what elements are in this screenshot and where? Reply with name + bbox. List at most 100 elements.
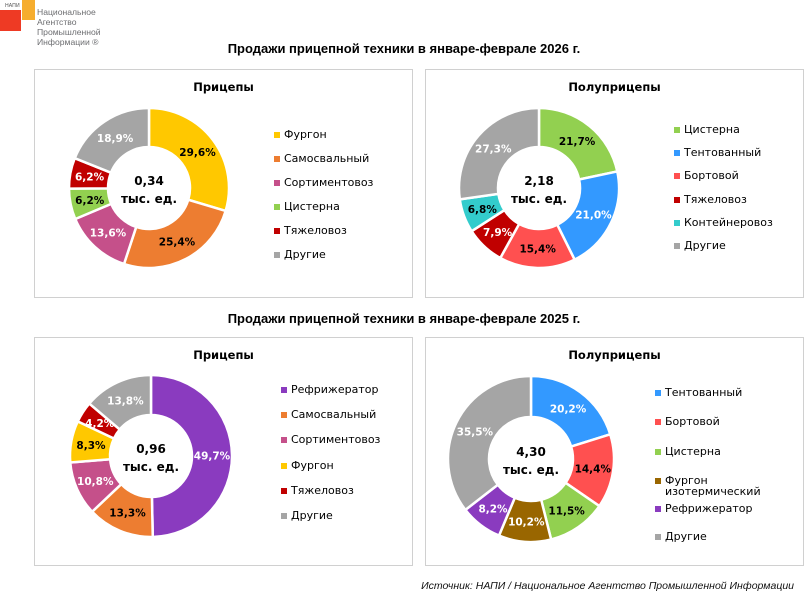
slice-data-label: 49,7% bbox=[194, 450, 231, 462]
legend-label: Фургон изотермический bbox=[665, 475, 761, 497]
donut-slice bbox=[149, 373, 234, 539]
chart-title: Прицепы bbox=[193, 348, 254, 362]
donut-slice bbox=[87, 373, 153, 432]
slice-data-label: 27,3% bbox=[475, 143, 512, 155]
legend-label: Самосвальный bbox=[284, 152, 370, 165]
logo-line-4: Информации ® bbox=[37, 37, 99, 47]
legend-swatch bbox=[281, 387, 287, 393]
legend-swatch bbox=[655, 419, 661, 425]
legend-swatch bbox=[274, 228, 280, 234]
legend-label: Цистерна bbox=[684, 123, 740, 136]
legend-swatch bbox=[674, 173, 680, 180]
legend-label: Цистерна bbox=[665, 445, 721, 458]
legend-swatch bbox=[281, 437, 287, 444]
logo-red-square bbox=[0, 10, 21, 31]
legend-swatch bbox=[281, 513, 287, 519]
legend-label: Тентованный bbox=[665, 386, 743, 399]
logo-text: Национальное Агентство Промышленной Инфо… bbox=[37, 7, 101, 47]
legend-label: Самосвальный bbox=[291, 408, 377, 422]
logo-line-2: Агентство bbox=[37, 17, 77, 27]
legend-swatch bbox=[274, 132, 280, 138]
legend-swatch bbox=[281, 412, 287, 419]
donut-slice bbox=[147, 106, 231, 213]
slice-data-label: 6,2% bbox=[75, 172, 105, 184]
section-title-2025: Продажи прицепной техники в январе-февра… bbox=[227, 311, 581, 326]
slice-data-label: 21,7% bbox=[559, 136, 596, 148]
legend-swatch bbox=[655, 506, 661, 512]
chart-panel-semitrailers-2026: Полуприцепы 21,7% 21,0% 15,4% 7,9% 6,8% 27,3%… bbox=[425, 69, 804, 298]
legend-swatch bbox=[655, 449, 661, 455]
legend-label: Тяжеловоз bbox=[284, 224, 347, 237]
chart-panel-trailers-2025: Прицепы 49,7% 13,3% 10,8% 8,3% 4,2% 13,8% 0,96… bbox=[34, 337, 413, 566]
slice-data-label: 11,5% bbox=[548, 505, 585, 517]
slice-data-label: 18,9% bbox=[97, 133, 134, 145]
legend-swatch bbox=[655, 478, 661, 484]
legend-label: Другие bbox=[665, 530, 707, 543]
center-total-value: 0,34 bbox=[134, 174, 164, 188]
legend-label: Другие bbox=[291, 509, 333, 522]
chart-title: Полуприцепы bbox=[568, 348, 661, 362]
center-total-unit: тыс. ед. bbox=[121, 192, 177, 206]
donut-chart: 29,6% 25,4% 13,6% 6,2% 6,2% 18,9% 0,34 тыс. ед. bbox=[67, 106, 231, 270]
legend-label: Сортиментовоз bbox=[291, 433, 381, 447]
donut-slice bbox=[73, 106, 151, 175]
legend-label: Контейнеровоз bbox=[684, 215, 773, 229]
legend-label: Бортовой bbox=[684, 169, 739, 183]
center-total-value: 0,96 bbox=[136, 442, 166, 456]
center-total-unit: тыс. ед. bbox=[503, 463, 559, 477]
slice-data-label: 20,2% bbox=[550, 404, 587, 416]
donut-chart: 21,7% 21,0% 15,4% 7,9% 6,8% 27,3% 2,18 тыс. ед. bbox=[457, 106, 621, 270]
logo-orange-square bbox=[22, 0, 35, 20]
logo-line-3: Промышленной bbox=[37, 27, 101, 37]
legend-swatch bbox=[274, 204, 280, 210]
legend-label: Тяжеловоз bbox=[291, 483, 354, 497]
logo-line-1: Национальное bbox=[37, 7, 96, 17]
chart-panel-semitrailers-2025: Полуприцепы 20,2% 14,4% 11,5% 10,2% 8,2% 35,5… bbox=[425, 337, 804, 566]
slice-data-label: 7,9% bbox=[483, 227, 513, 239]
slice-data-label: 6,2% bbox=[75, 195, 105, 207]
donut-slice bbox=[122, 198, 228, 270]
slice-data-label: 25,4% bbox=[159, 237, 196, 249]
donut-chart: 20,2% 14,4% 11,5%10,2%8,2% 35,5% 4,30 тыс. ед… bbox=[446, 374, 616, 544]
slice-data-label: 8,3% bbox=[76, 440, 106, 452]
slice-data-label: 14,4% bbox=[575, 463, 612, 475]
source-note: Источник: НАПИ / Национальное Агентство … bbox=[421, 580, 794, 592]
chart-title: Полуприцепы bbox=[568, 80, 661, 94]
legend-swatch bbox=[674, 219, 680, 226]
legend-label: Фургон bbox=[291, 458, 334, 472]
center-total-value: 2,18 bbox=[524, 174, 554, 188]
legend-label: Тентованный bbox=[684, 146, 762, 160]
legend-swatch bbox=[274, 180, 280, 186]
chart-title: Прицепы bbox=[193, 80, 254, 94]
legend-swatch bbox=[674, 150, 680, 157]
legend-label-line: Фургон bbox=[665, 474, 708, 487]
legend-swatch bbox=[674, 196, 680, 203]
slice-data-label: 8,2% bbox=[478, 504, 508, 516]
legend-label: Другие bbox=[684, 239, 726, 252]
donut-slice bbox=[446, 374, 533, 512]
legend-label: Тяжеловоз bbox=[684, 192, 747, 206]
slice-data-label: 15,4% bbox=[519, 243, 556, 255]
section-title-2026: Продажи прицепной техники в январе-февра… bbox=[227, 41, 581, 56]
slice-data-label: 13,6% bbox=[90, 227, 127, 239]
legend-swatch bbox=[281, 462, 287, 469]
legend-swatch bbox=[655, 534, 661, 540]
slice-data-label: 10,8% bbox=[77, 476, 114, 488]
legend-swatch bbox=[674, 243, 680, 249]
legend-label-line: изотермический bbox=[665, 485, 761, 498]
donut-slice bbox=[457, 106, 541, 201]
center-total-value: 4,30 bbox=[516, 445, 546, 459]
legend-label: Цистерна bbox=[284, 200, 340, 213]
center-total-unit: тыс. ед. bbox=[123, 460, 179, 474]
slice-data-label: 4,2% bbox=[85, 418, 115, 430]
legend-label: Рефрижератор bbox=[291, 383, 379, 396]
legend-swatch bbox=[274, 156, 280, 162]
legend-label: Сортиментовоз bbox=[284, 176, 374, 189]
donut-chart: 49,7% 13,3% 10,8% 8,3% 4,2% 13,8% 0,96 тыс. ед. bbox=[68, 373, 234, 539]
slice-data-label: 13,3% bbox=[109, 507, 146, 519]
legend-swatch bbox=[674, 127, 680, 133]
legend-label: Фургон bbox=[284, 128, 327, 141]
logo-abbr: НАПИ bbox=[5, 3, 20, 9]
slice-data-label: 35,5% bbox=[457, 427, 494, 439]
legend-swatch bbox=[274, 252, 280, 258]
